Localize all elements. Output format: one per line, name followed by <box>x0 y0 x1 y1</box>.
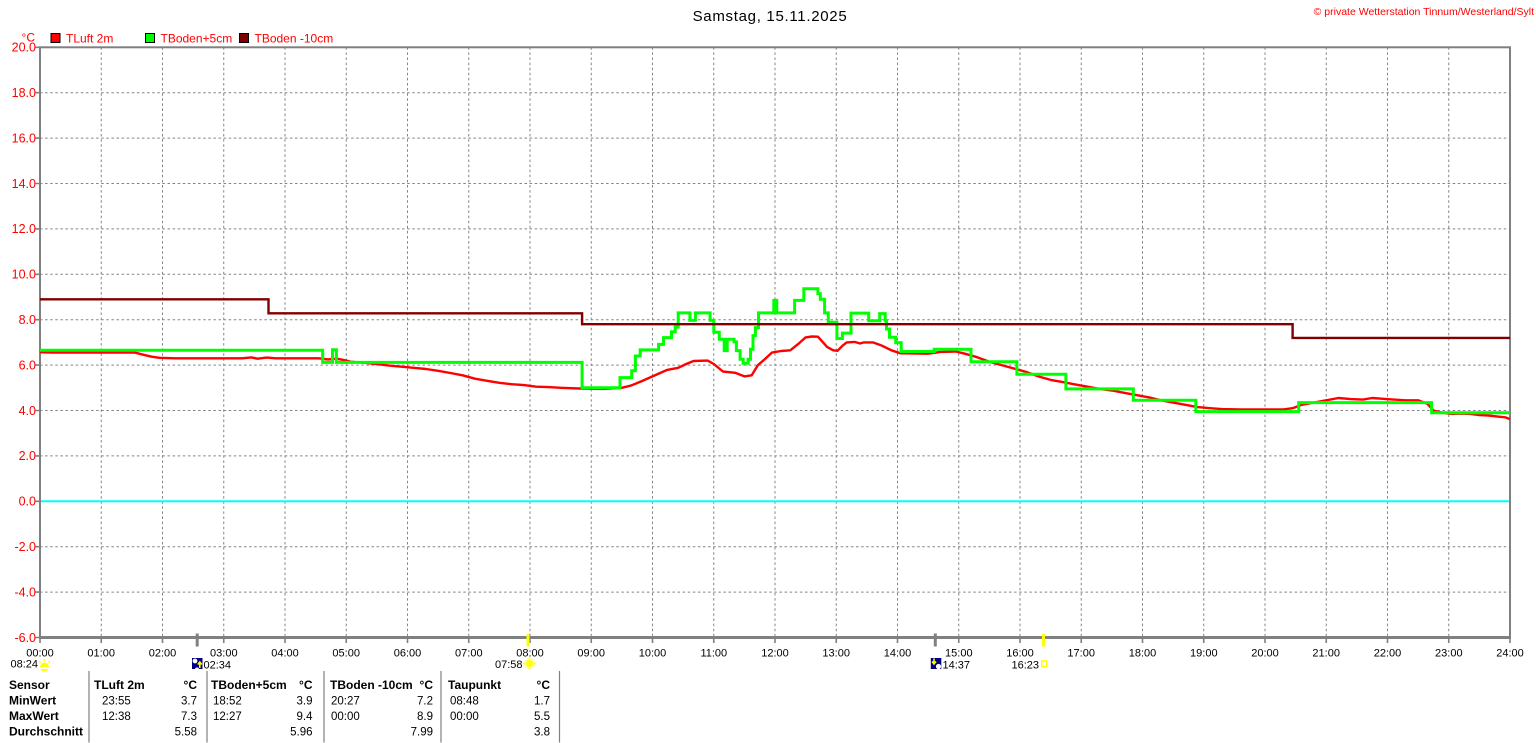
svg-text:TLuft 2m: TLuft 2m <box>94 678 145 692</box>
svg-text:5.58: 5.58 <box>175 726 197 738</box>
svg-text:09:00: 09:00 <box>577 648 605 660</box>
svg-text:13:00: 13:00 <box>822 648 850 660</box>
svg-text:00:00: 00:00 <box>26 648 54 660</box>
svg-text:Durchschnitt: Durchschnitt <box>9 724 83 738</box>
svg-text:9.4: 9.4 <box>297 711 314 723</box>
svg-text:23:00: 23:00 <box>1435 648 1463 660</box>
svg-text:°C: °C <box>537 678 551 692</box>
svg-text:01:00: 01:00 <box>87 648 115 660</box>
svg-text:TBoden -10cm: TBoden -10cm <box>330 678 413 692</box>
svg-text:18.0: 18.0 <box>12 86 36 100</box>
svg-text:17:00: 17:00 <box>1067 648 1095 660</box>
svg-text:© private Wetterstation Tinnum: © private Wetterstation Tinnum/Westerlan… <box>1314 6 1534 18</box>
svg-text:Sensor: Sensor <box>9 678 50 692</box>
svg-text:07:58: 07:58 <box>495 659 523 671</box>
svg-text:-4.0: -4.0 <box>14 585 36 599</box>
svg-text:04:00: 04:00 <box>271 648 299 660</box>
svg-text:7.99: 7.99 <box>411 726 433 738</box>
svg-text:10:00: 10:00 <box>639 648 667 660</box>
svg-text:12.0: 12.0 <box>12 222 36 236</box>
svg-text:14:37: 14:37 <box>943 660 971 672</box>
svg-text:08:00: 08:00 <box>516 648 544 660</box>
svg-text:24:00: 24:00 <box>1496 648 1524 660</box>
svg-text:°C: °C <box>299 678 313 692</box>
svg-text:21:00: 21:00 <box>1312 648 1340 660</box>
svg-text:11:00: 11:00 <box>700 648 727 660</box>
svg-text:03:00: 03:00 <box>210 648 238 660</box>
svg-text:20.0: 20.0 <box>12 41 36 55</box>
svg-text:TBoden+5cm: TBoden+5cm <box>211 678 287 692</box>
svg-text:02:00: 02:00 <box>149 648 177 660</box>
svg-text:23:55: 23:55 <box>102 695 131 707</box>
svg-text:Samstag, 15.11.2025: Samstag, 15.11.2025 <box>693 8 848 25</box>
svg-text:3.9: 3.9 <box>297 695 313 707</box>
svg-text:5.96: 5.96 <box>290 726 312 738</box>
svg-text:10.0: 10.0 <box>12 268 36 282</box>
svg-text:12:00: 12:00 <box>761 648 789 660</box>
svg-text:7.3: 7.3 <box>181 711 197 723</box>
svg-text:°C: °C <box>184 678 198 692</box>
svg-text:1.7: 1.7 <box>534 695 550 707</box>
svg-text:20:00: 20:00 <box>1251 648 1279 660</box>
svg-text:14:00: 14:00 <box>884 648 912 660</box>
svg-text:22:00: 22:00 <box>1374 648 1402 660</box>
svg-text:16.0: 16.0 <box>12 131 36 145</box>
svg-text:19:00: 19:00 <box>1190 648 1218 660</box>
svg-text:3.7: 3.7 <box>181 695 197 707</box>
svg-text:3.8: 3.8 <box>534 726 550 738</box>
svg-text:05:00: 05:00 <box>332 648 360 660</box>
svg-text:7.2: 7.2 <box>417 695 433 707</box>
svg-text:12:38: 12:38 <box>102 711 131 723</box>
svg-text:08:48: 08:48 <box>450 695 479 707</box>
svg-text:-6.0: -6.0 <box>14 631 36 645</box>
svg-text:16:00: 16:00 <box>1006 648 1034 660</box>
svg-text:-2.0: -2.0 <box>14 540 36 554</box>
svg-text:MinWert: MinWert <box>9 693 56 707</box>
svg-text:°C: °C <box>22 31 36 45</box>
svg-text:TBoden -10cm: TBoden -10cm <box>255 32 334 46</box>
svg-text:MaxWert: MaxWert <box>9 709 59 723</box>
svg-text:14.0: 14.0 <box>12 177 36 191</box>
svg-text:8.9: 8.9 <box>417 711 433 723</box>
svg-text:12:27: 12:27 <box>213 711 242 723</box>
svg-text:8.0: 8.0 <box>19 313 36 327</box>
svg-text:20:27: 20:27 <box>331 695 360 707</box>
svg-text:06:00: 06:00 <box>394 648 422 660</box>
svg-text:07:00: 07:00 <box>455 648 483 660</box>
svg-text:02:34: 02:34 <box>204 660 232 672</box>
svg-text:TBoden+5cm: TBoden+5cm <box>161 32 233 46</box>
svg-text:0.0: 0.0 <box>19 495 36 509</box>
svg-text:2.0: 2.0 <box>19 449 36 463</box>
svg-text:°C: °C <box>420 678 434 692</box>
svg-text:4.0: 4.0 <box>19 404 36 418</box>
svg-text:Taupunkt: Taupunkt <box>448 678 501 692</box>
svg-text:08:24: 08:24 <box>11 659 39 671</box>
svg-text:TLuft 2m: TLuft 2m <box>66 32 113 46</box>
svg-text:6.0: 6.0 <box>19 358 36 372</box>
svg-text:18:52: 18:52 <box>213 695 242 707</box>
svg-text:15:00: 15:00 <box>945 648 973 660</box>
svg-text:16:23: 16:23 <box>1011 660 1039 672</box>
svg-text:18:00: 18:00 <box>1129 648 1157 660</box>
svg-text:5.5: 5.5 <box>534 711 550 723</box>
svg-text:00:00: 00:00 <box>450 711 479 723</box>
svg-text:00:00: 00:00 <box>331 711 360 723</box>
